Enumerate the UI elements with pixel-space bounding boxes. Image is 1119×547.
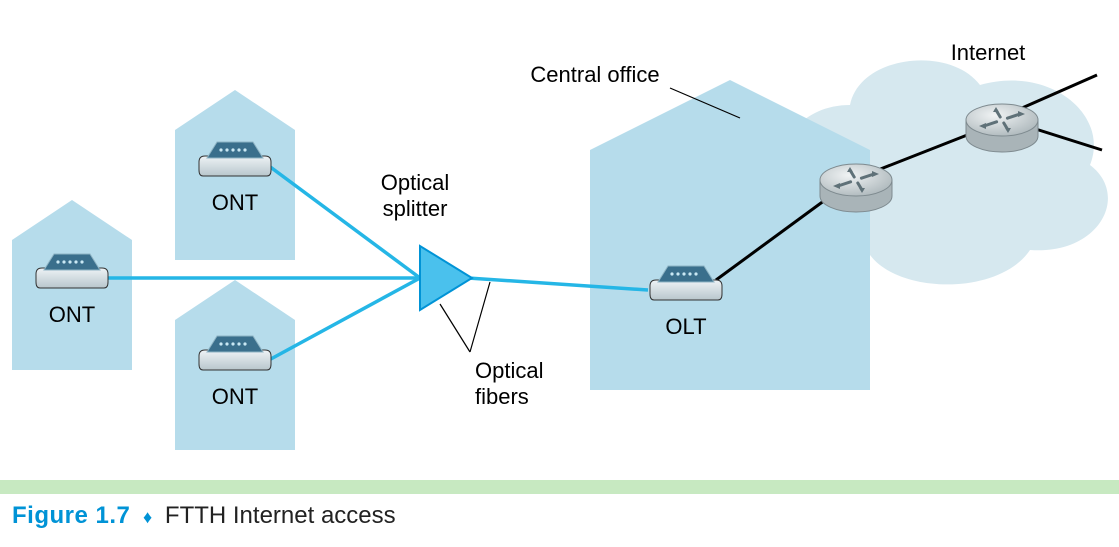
splitter-label-1: Optical xyxy=(381,170,449,195)
ont-label-2: ONT xyxy=(212,190,258,215)
optical-splitter xyxy=(420,246,472,310)
router-1 xyxy=(820,164,892,212)
ftth-diagram: ONTONTONTOLTOpticalsplitterOpticalfibers… xyxy=(0,0,1119,480)
ont-label-1: ONT xyxy=(49,302,95,327)
fibers-label-2: fibers xyxy=(475,384,529,409)
ont-label-3: ONT xyxy=(212,384,258,409)
router-2 xyxy=(966,104,1038,152)
internet-label: Internet xyxy=(951,40,1026,65)
figure-diamond: ♦ xyxy=(137,507,158,527)
figure-number: Figure 1.7 xyxy=(12,502,130,529)
caption-stripe xyxy=(0,480,1119,494)
splitter-label-2: splitter xyxy=(383,196,448,221)
central-office-label: Central office xyxy=(530,62,659,87)
figure-caption: Figure 1.7 ♦ FTTH Internet access xyxy=(0,494,1119,530)
fibers-label-1: Optical xyxy=(475,358,543,383)
figure-caption-bar: Figure 1.7 ♦ FTTH Internet access xyxy=(0,480,1119,530)
figure-title: FTTH Internet access xyxy=(165,502,396,529)
olt-label: OLT xyxy=(665,314,706,339)
